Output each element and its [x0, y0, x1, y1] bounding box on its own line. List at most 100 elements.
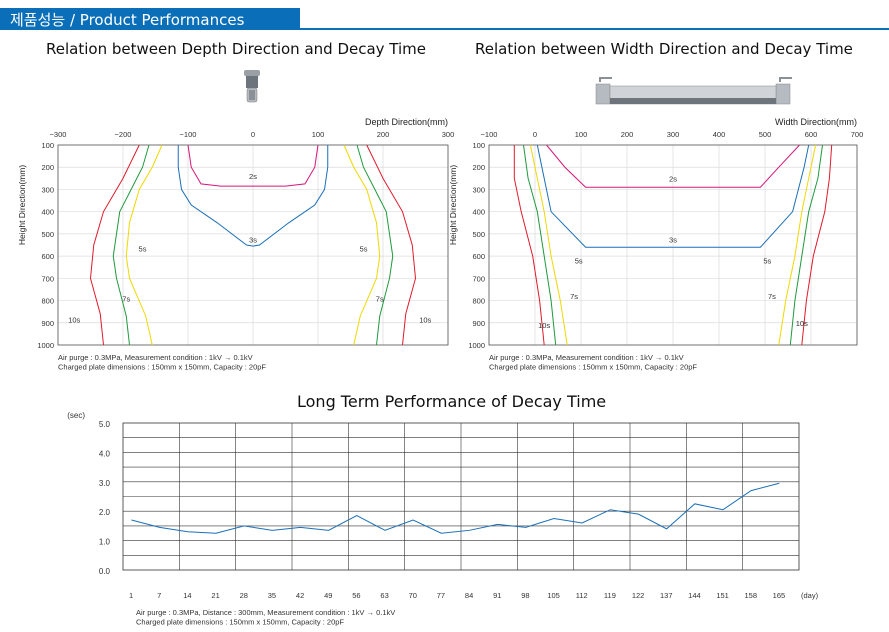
y-tick-label: 5.0: [99, 420, 111, 429]
x-axis-label: Depth Direction(mm): [365, 117, 448, 127]
header-divider: [0, 28, 889, 30]
contour-line-7s: [112, 144, 150, 346]
y-tick-label: 700: [472, 274, 485, 283]
chart-note: Charged plate dimensions : 150mm x 150mm…: [489, 363, 697, 372]
contour-line-10s-right: [801, 144, 833, 346]
contour-line-10s: [513, 145, 545, 346]
contour-label: 7s: [768, 292, 776, 301]
contour-label: 7s: [570, 292, 578, 301]
plot-frame: [57, 144, 449, 346]
depth-decay-chart: −300 −200 −100 0 100 200 300 100 200 300 400 500 600…: [17, 117, 454, 372]
x-tick-label: −100: [481, 130, 498, 139]
x-tick-label: 122: [632, 591, 645, 600]
contour-line-7s-right: [789, 144, 823, 346]
y-tick-label: 300: [472, 185, 485, 194]
chart-note: Air purge : 0.3MPa, Measurement conditio…: [58, 353, 253, 362]
x-tick-label: 500: [759, 130, 772, 139]
x-tick-label: 1: [129, 591, 133, 600]
section-title: 제품성능 / Product Performances: [10, 11, 245, 29]
x-tick-label: 144: [688, 591, 701, 600]
y-tick-label: 800: [472, 297, 485, 306]
x-tick-label: 56: [352, 591, 360, 600]
x-tick-label: 200: [621, 130, 634, 139]
y-tick-label: 600: [472, 252, 485, 261]
y-tick-label: 900: [41, 319, 54, 328]
x-tick-label: 77: [437, 591, 445, 600]
x-tick-label: 151: [716, 591, 729, 600]
y-tick-label: 3.0: [99, 479, 111, 488]
y-tick-label: 200: [472, 163, 485, 172]
chart-note: Air purge : 0.3MPa, Measurement conditio…: [489, 353, 684, 362]
contour-line-2s: [546, 144, 800, 188]
y-tick-label: 700: [41, 274, 54, 283]
x-tick-label: 700: [851, 130, 864, 139]
x-tick-label: 28: [240, 591, 248, 600]
x-tick-label: 400: [713, 130, 726, 139]
contour-line-10s-right: [366, 144, 417, 346]
contour-label: 5s: [360, 244, 368, 253]
x-tick-label: −200: [115, 130, 132, 139]
contour-label: 10s: [68, 315, 80, 324]
y-tick-label: 400: [472, 208, 485, 217]
contour-label: 5s: [575, 257, 583, 266]
x-tick-label: 300: [442, 130, 455, 139]
plot-frame: [488, 144, 858, 346]
x-tick-label: 84: [465, 591, 473, 600]
x-tick-label: 105: [547, 591, 560, 600]
chart-note: Charged plate dimensions : 150mm x 150mm…: [58, 363, 266, 372]
x-tick-label: 112: [576, 591, 588, 600]
y-tick-label: 100: [472, 141, 485, 150]
chart3-title: Long Term Performance of Decay Time: [297, 392, 607, 411]
y-axis-label: Height Direction(mm): [17, 165, 27, 245]
contour-label: 10s: [419, 315, 431, 324]
chart-note: Charged plate dimensions : 150mm x 150mm…: [136, 618, 344, 627]
contour-label: 3s: [249, 235, 257, 244]
x-axis-label: (day): [801, 591, 819, 600]
x-tick-label: 119: [604, 591, 616, 600]
x-tick-label: 600: [805, 130, 818, 139]
x-tick-label: 300: [667, 130, 680, 139]
x-tick-label: 137: [660, 591, 673, 600]
x-tick-label: 49: [324, 591, 332, 600]
section-header: 제품성능 / Product Performances: [0, 8, 300, 29]
x-tick-label: 14: [183, 591, 191, 600]
ionizer-bar-icon: [595, 77, 792, 105]
y-tick-label: 100: [41, 141, 54, 150]
contour-line-5s-right: [778, 144, 817, 346]
y-axis-label: Height Direction(mm): [448, 165, 458, 245]
y-tick-label: 2.0: [99, 508, 111, 517]
x-tick-label: 21: [211, 591, 219, 600]
x-tick-label: −100: [180, 130, 197, 139]
y-tick-label: 800: [41, 297, 54, 306]
y-tick-label: 600: [41, 252, 54, 261]
x-tick-label: −300: [50, 130, 67, 139]
contour-label: 5s: [139, 244, 147, 253]
contour-line-5s: [125, 144, 163, 346]
y-tick-label: 500: [41, 230, 54, 239]
y-axis-label: (sec): [67, 411, 85, 420]
x-tick-label: 100: [312, 130, 325, 139]
contour-label: 7s: [122, 294, 130, 303]
contour-line-2s: [187, 144, 319, 187]
x-axis-label: Width Direction(mm): [775, 117, 857, 127]
y-tick-label: 1000: [468, 341, 485, 350]
x-tick-label: 0: [251, 130, 255, 139]
decay-series-line: [131, 482, 780, 534]
chart-note: Air purge : 0.3MPa, Distance : 300mm, Me…: [136, 608, 395, 617]
x-tick-label: 63: [380, 591, 388, 600]
x-tick-label: 35: [268, 591, 276, 600]
contour-line-10s: [89, 144, 140, 346]
contour-line-3s: [536, 144, 810, 248]
contour-label: 10s: [796, 319, 808, 328]
y-tick-label: 500: [472, 230, 485, 239]
x-tick-label: 0: [533, 130, 537, 139]
x-tick-label: 158: [744, 591, 757, 600]
y-tick-label: 400: [41, 208, 54, 217]
x-tick-label: 7: [157, 591, 161, 600]
long-term-chart: 0.0 1.0 2.0 3.0 4.0 5.0 (sec) 1 7 14 21 28 35 42 49 56 6…: [67, 411, 818, 627]
y-tick-label: 4.0: [99, 449, 111, 458]
contour-label: 10s: [538, 321, 550, 330]
contour-label: 3s: [669, 235, 677, 244]
ionizer-nozzle-icon: [244, 70, 260, 103]
y-tick-label: 900: [472, 319, 485, 328]
